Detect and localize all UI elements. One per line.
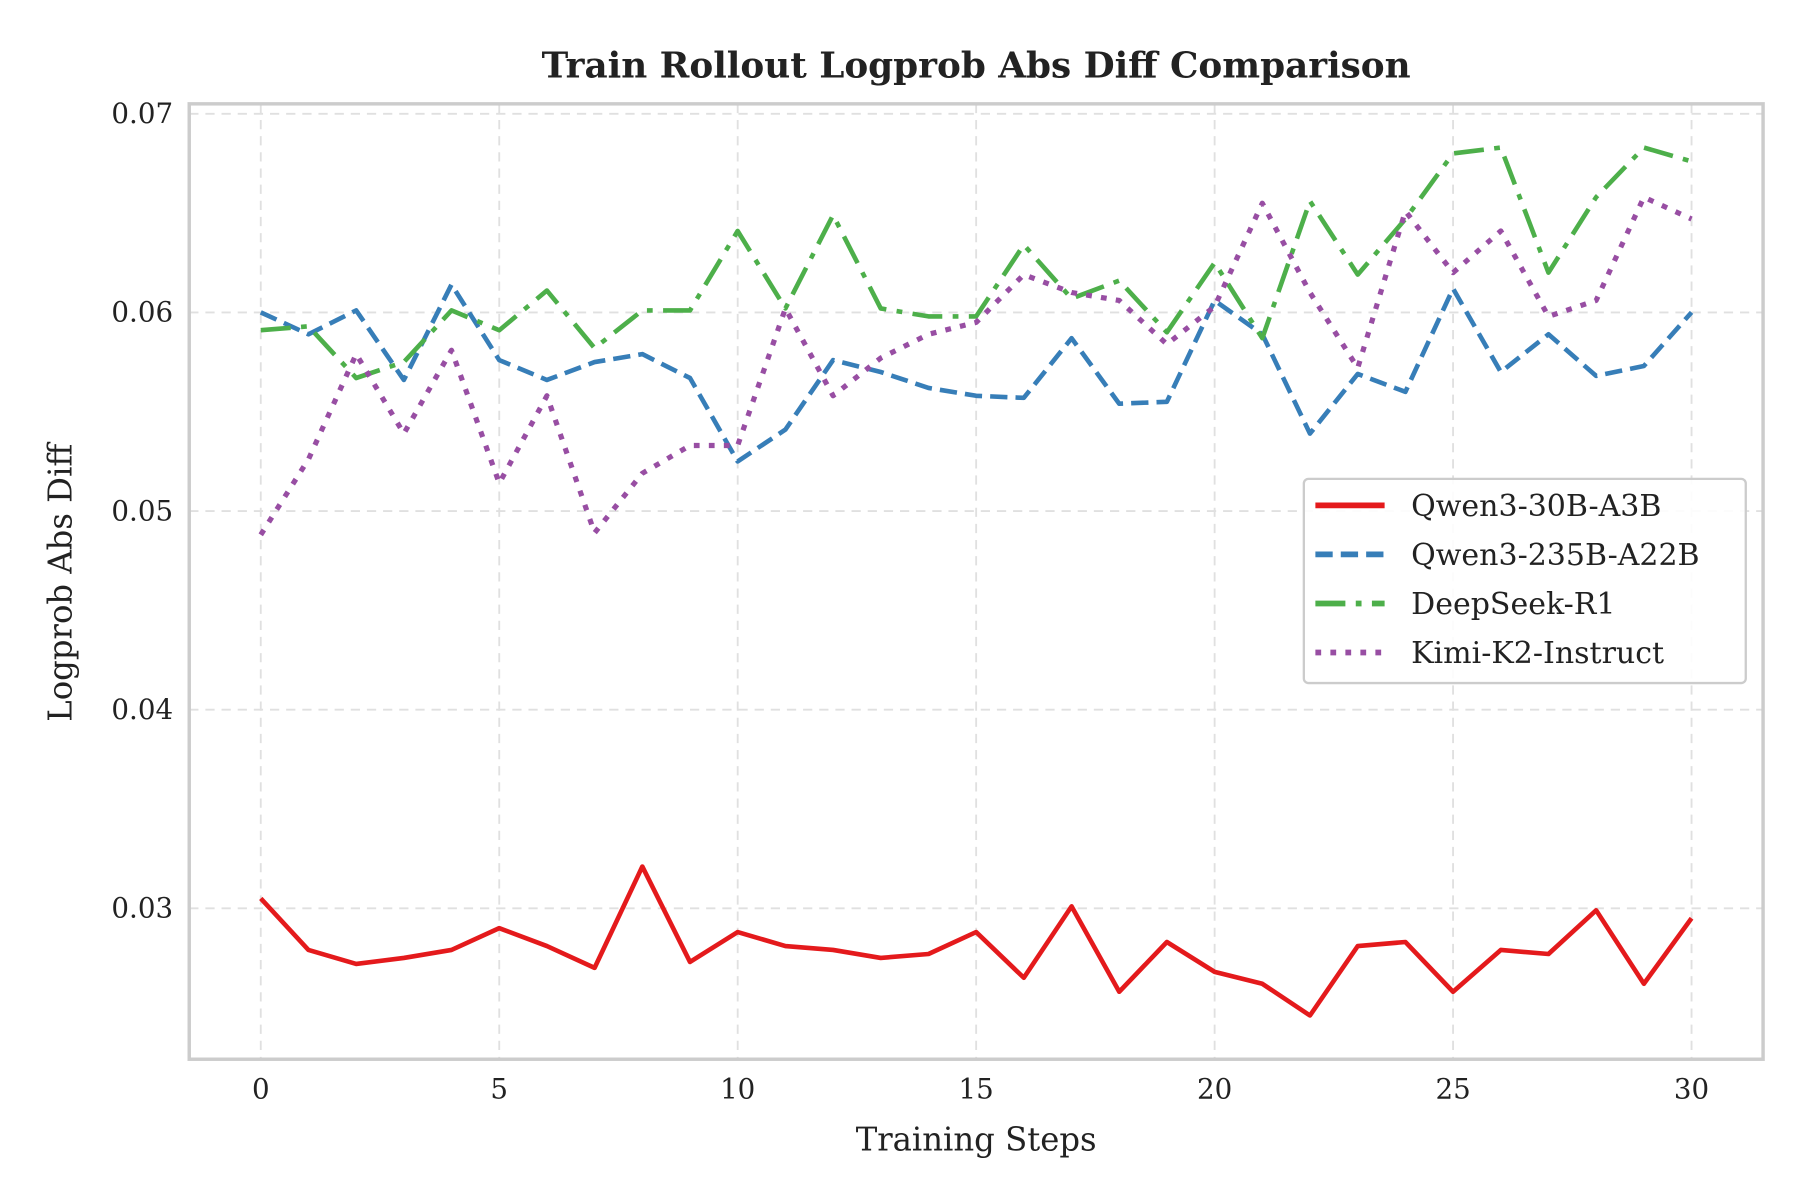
plot-frame — [187, 102, 1765, 1061]
y-axis-label: Logprob Abs Diff — [42, 442, 80, 722]
chart-title: Train Rollout Logprob Abs Diff Compariso… — [542, 44, 1411, 86]
x-tick-label: 0 — [252, 1072, 270, 1105]
legend-label: DeepSeek-R1 — [1411, 587, 1615, 622]
y-tick-label: 0.07 — [111, 97, 173, 130]
x-tick-label: 10 — [720, 1072, 755, 1105]
series-lines — [258, 145, 1694, 1018]
legend-label: Kimi-K2-Instruct — [1411, 636, 1664, 671]
series-line-qwen3-30b-a3b — [259, 864, 1694, 1018]
legend-label: Qwen3-235B-A22B — [1411, 538, 1699, 573]
y-ticks: 0.03 0.04 0.05 0.06 0.07 — [111, 97, 173, 924]
x-tick-label: 30 — [1674, 1072, 1709, 1105]
x-tick-label: 5 — [490, 1072, 508, 1105]
x-axis-label: Training Steps — [856, 1120, 1097, 1158]
y-tick-label: 0.05 — [111, 494, 173, 527]
legend-frame — [1302, 477, 1747, 685]
x-tick-label: 25 — [1435, 1072, 1470, 1105]
x-ticks: 0 5 10 15 20 25 30 — [252, 1072, 1709, 1105]
y-tick-label: 0.04 — [111, 693, 173, 726]
series-line-deepseek-r1 — [260, 145, 1693, 381]
x-tick-label: 20 — [1197, 1072, 1232, 1105]
y-tick-label: 0.03 — [111, 892, 173, 925]
series-line-qwen3-235b-a22b — [259, 282, 1694, 464]
series-line-kimi-k2-instruct — [258, 194, 1693, 537]
x-tick-label: 15 — [959, 1072, 994, 1105]
y-tick-label: 0.06 — [111, 296, 173, 329]
legend: Qwen3-30B-A3B Qwen3-235B-A22B DeepSeek-R1 K… — [1302, 477, 1747, 685]
legend-label: Qwen3-30B-A3B — [1411, 489, 1661, 524]
